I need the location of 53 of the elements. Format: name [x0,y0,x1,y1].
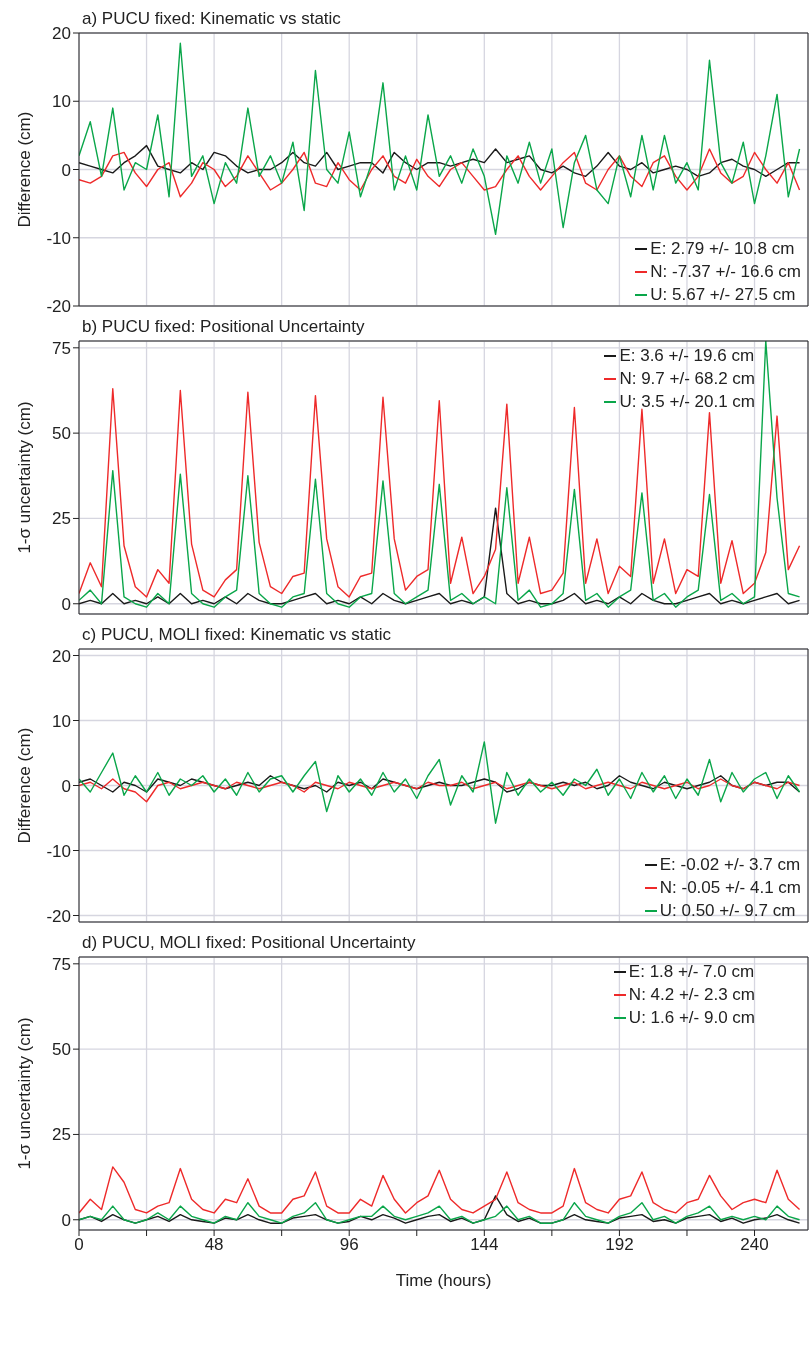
y-tick-label: 25 [52,1125,71,1145]
y-tick-label: 50 [52,1040,71,1060]
legend-label: N: -7.37 +/- 16.6 cm [650,261,801,282]
chart-title: c) PUCU, MOLI fixed: Kinematic vs static [82,624,392,644]
line-series [79,1166,801,1214]
y-axis-title: 1-σ uncertainty (cm) [15,1017,35,1170]
line-series [79,1202,801,1224]
line-series [79,741,801,824]
line-series [79,341,801,608]
legend-label: E: 1.8 +/- 7.0 cm [628,961,755,982]
y-tick-label: 10 [52,711,71,731]
y-tick-label: -10 [46,841,71,861]
y-tick-label: -20 [46,906,71,926]
line-series [79,388,801,598]
line-series [79,42,801,236]
x-tick-label: 192 [605,1235,634,1255]
x-tick-label: 144 [470,1235,499,1255]
legend-label: E: 3.6 +/- 19.6 cm [619,345,755,366]
x-tick-label: 0 [74,1235,84,1255]
legend-label: N: -0.05 +/- 4.1 cm [659,877,801,898]
y-tick-label: 75 [52,954,71,974]
y-axis-title: Difference (cm) [15,111,35,228]
y-tick-label: 10 [52,92,71,112]
x-axis-title: Time (hours) [395,1271,492,1290]
legend-label: N: 4.2 +/- 2.3 cm [628,984,755,1005]
chart-title: a) PUCU fixed: Kinematic vs static [82,8,342,28]
y-tick-label: 25 [52,509,71,529]
y-tick-label: 0 [61,1210,71,1230]
y-tick-label: -10 [46,228,71,248]
y-tick-label: 20 [52,24,71,44]
legend-label: N: 9.7 +/- 68.2 cm [619,368,755,389]
chart-title: b) PUCU fixed: Positional Uncertainty [82,316,366,336]
y-tick-label: -20 [46,297,71,317]
y-tick-label: 20 [52,646,71,666]
legend-label: E: 2.79 +/- 10.8 cm [650,238,795,259]
y-tick-label: 0 [61,160,71,180]
line-series [79,148,801,198]
legend-label: U: 5.67 +/- 27.5 cm [650,284,796,305]
y-tick-label: 50 [52,424,71,444]
legend-label: U: 1.6 +/- 9.0 cm [628,1007,755,1028]
x-tick-label: 48 [204,1235,224,1255]
y-tick-label: 0 [61,594,71,614]
x-tick-label: 96 [339,1235,359,1255]
y-axis-title: 1-σ uncertainty (cm) [15,401,35,554]
legend-label: U: 0.50 +/- 9.7 cm [659,900,796,921]
x-tick-label: 240 [740,1235,769,1255]
y-tick-label: 75 [52,338,71,358]
y-tick-label: 0 [61,776,71,796]
legend-label: U: 3.5 +/- 20.1 cm [619,391,755,412]
line-series [79,778,801,803]
y-axis-title: Difference (cm) [15,727,35,844]
legend-label: E: -0.02 +/- 3.7 cm [659,854,801,875]
chart-title: d) PUCU, MOLI fixed: Positional Uncertainty [82,932,417,952]
